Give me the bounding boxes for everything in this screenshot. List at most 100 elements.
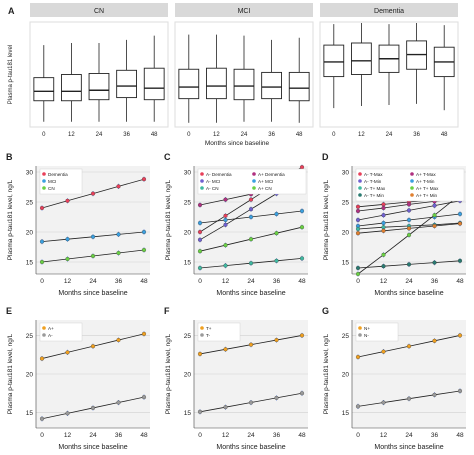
x-tick-label: 48 <box>298 278 306 285</box>
x-tick-label: 0 <box>40 432 44 439</box>
data-point <box>39 356 45 361</box>
data-point <box>299 208 305 214</box>
x-tick-label: 12 <box>68 132 75 138</box>
data-point <box>248 237 254 242</box>
x-tick-label: 12 <box>380 432 388 439</box>
facet-dementia: Dementia 0 12 24 36 48 <box>319 3 459 138</box>
x-axis-label: Months since baseline <box>374 290 443 297</box>
data-point <box>299 256 305 261</box>
legend-marker <box>410 179 414 183</box>
x-tick-label: 48 <box>140 432 148 439</box>
box-plot <box>261 39 282 122</box>
data-point <box>141 395 147 400</box>
legend-label: A+ CN <box>258 186 272 191</box>
legend: A+ A- <box>39 322 83 342</box>
data-point <box>248 261 254 266</box>
y-tick-label: 20 <box>184 372 192 379</box>
x-tick-label: 0 <box>356 278 360 285</box>
legend-label: A- T-Min <box>364 179 382 184</box>
x-tick-label: 36 <box>273 278 281 285</box>
x-tick-label: 24 <box>89 432 97 439</box>
y-tick-label: 25 <box>342 200 350 207</box>
x-tick-label: 36 <box>115 278 123 285</box>
y-tick-label: 25 <box>184 200 192 207</box>
y-tick-label: 15 <box>26 410 34 417</box>
data-point <box>432 203 437 208</box>
data-point <box>90 405 96 410</box>
data-point <box>381 205 386 211</box>
legend-label: A+ T-Min <box>416 179 435 184</box>
facet-title: Dementia <box>374 8 404 15</box>
panel-letter: D <box>322 152 329 162</box>
data-point <box>248 400 254 405</box>
box <box>88 72 110 101</box>
data-point <box>116 232 121 237</box>
data-point <box>141 177 147 182</box>
y-tick-label: 25 <box>26 333 34 340</box>
box <box>233 68 255 101</box>
box <box>323 44 345 78</box>
series <box>197 255 305 271</box>
legend-box <box>39 168 83 195</box>
x-tick-label: 36 <box>431 278 439 285</box>
data-point <box>355 271 361 277</box>
panel-letter: C <box>164 152 171 162</box>
facet-title: CN <box>94 8 104 15</box>
x-tick-label: 48 <box>151 132 158 138</box>
box-plot <box>433 25 455 111</box>
x-tick-label: 12 <box>64 278 72 285</box>
legend-marker <box>358 179 362 183</box>
legend-label: A- T+ Max <box>364 186 386 191</box>
facet-mci: MCI 0 12 24 36 48 <box>174 3 314 138</box>
data-point <box>197 237 203 242</box>
legend-box <box>355 168 465 202</box>
legend-label: CN <box>48 186 55 191</box>
x-tick-label: 48 <box>456 278 464 285</box>
box <box>61 74 82 102</box>
data-point <box>39 259 45 265</box>
series <box>197 208 305 226</box>
legend-marker <box>200 333 204 337</box>
legend-label: A- T-Max <box>364 172 383 177</box>
data-point <box>432 223 437 229</box>
panel-letter: G <box>322 306 329 316</box>
legend-label: A- Dementia <box>206 172 232 177</box>
series <box>39 247 147 265</box>
box-plot <box>406 23 427 104</box>
y-tick-label: 15 <box>342 410 350 417</box>
series <box>355 221 463 236</box>
facet-strip <box>320 3 458 17</box>
facet-strip <box>175 3 313 17</box>
legend-marker <box>200 186 204 190</box>
x-tick-label: 36 <box>273 432 281 439</box>
legend-marker <box>200 172 204 176</box>
x-tick-label: 48 <box>456 432 464 439</box>
legend-marker <box>252 186 256 190</box>
x-axis-label: Months since baseline <box>216 290 285 297</box>
box-plot <box>116 39 137 122</box>
x-tick-label: 24 <box>247 278 255 285</box>
data-point <box>406 262 412 267</box>
x-tick-label: 24 <box>241 132 248 138</box>
y-tick-label: 20 <box>26 230 34 237</box>
data-point <box>248 207 254 212</box>
legend-marker <box>358 172 362 176</box>
x-tick-label: 0 <box>42 132 46 138</box>
data-point <box>223 197 228 202</box>
data-point <box>90 191 96 196</box>
data-point <box>197 249 203 254</box>
y-tick-label: 20 <box>342 230 350 237</box>
legend: N+ N- <box>355 322 399 342</box>
data-point <box>116 400 121 405</box>
y-axis-label: Plasma p-tau181 level, ng/L <box>323 333 330 414</box>
data-point <box>381 252 386 257</box>
data-point <box>223 243 228 248</box>
box-plot <box>88 43 110 122</box>
data-point <box>65 198 70 203</box>
data-point <box>39 416 45 421</box>
x-tick-label: 12 <box>64 432 72 439</box>
legend-label: A- CN <box>206 186 219 191</box>
x-axis-label: Months since baseline <box>216 444 285 451</box>
data-point <box>223 217 228 223</box>
